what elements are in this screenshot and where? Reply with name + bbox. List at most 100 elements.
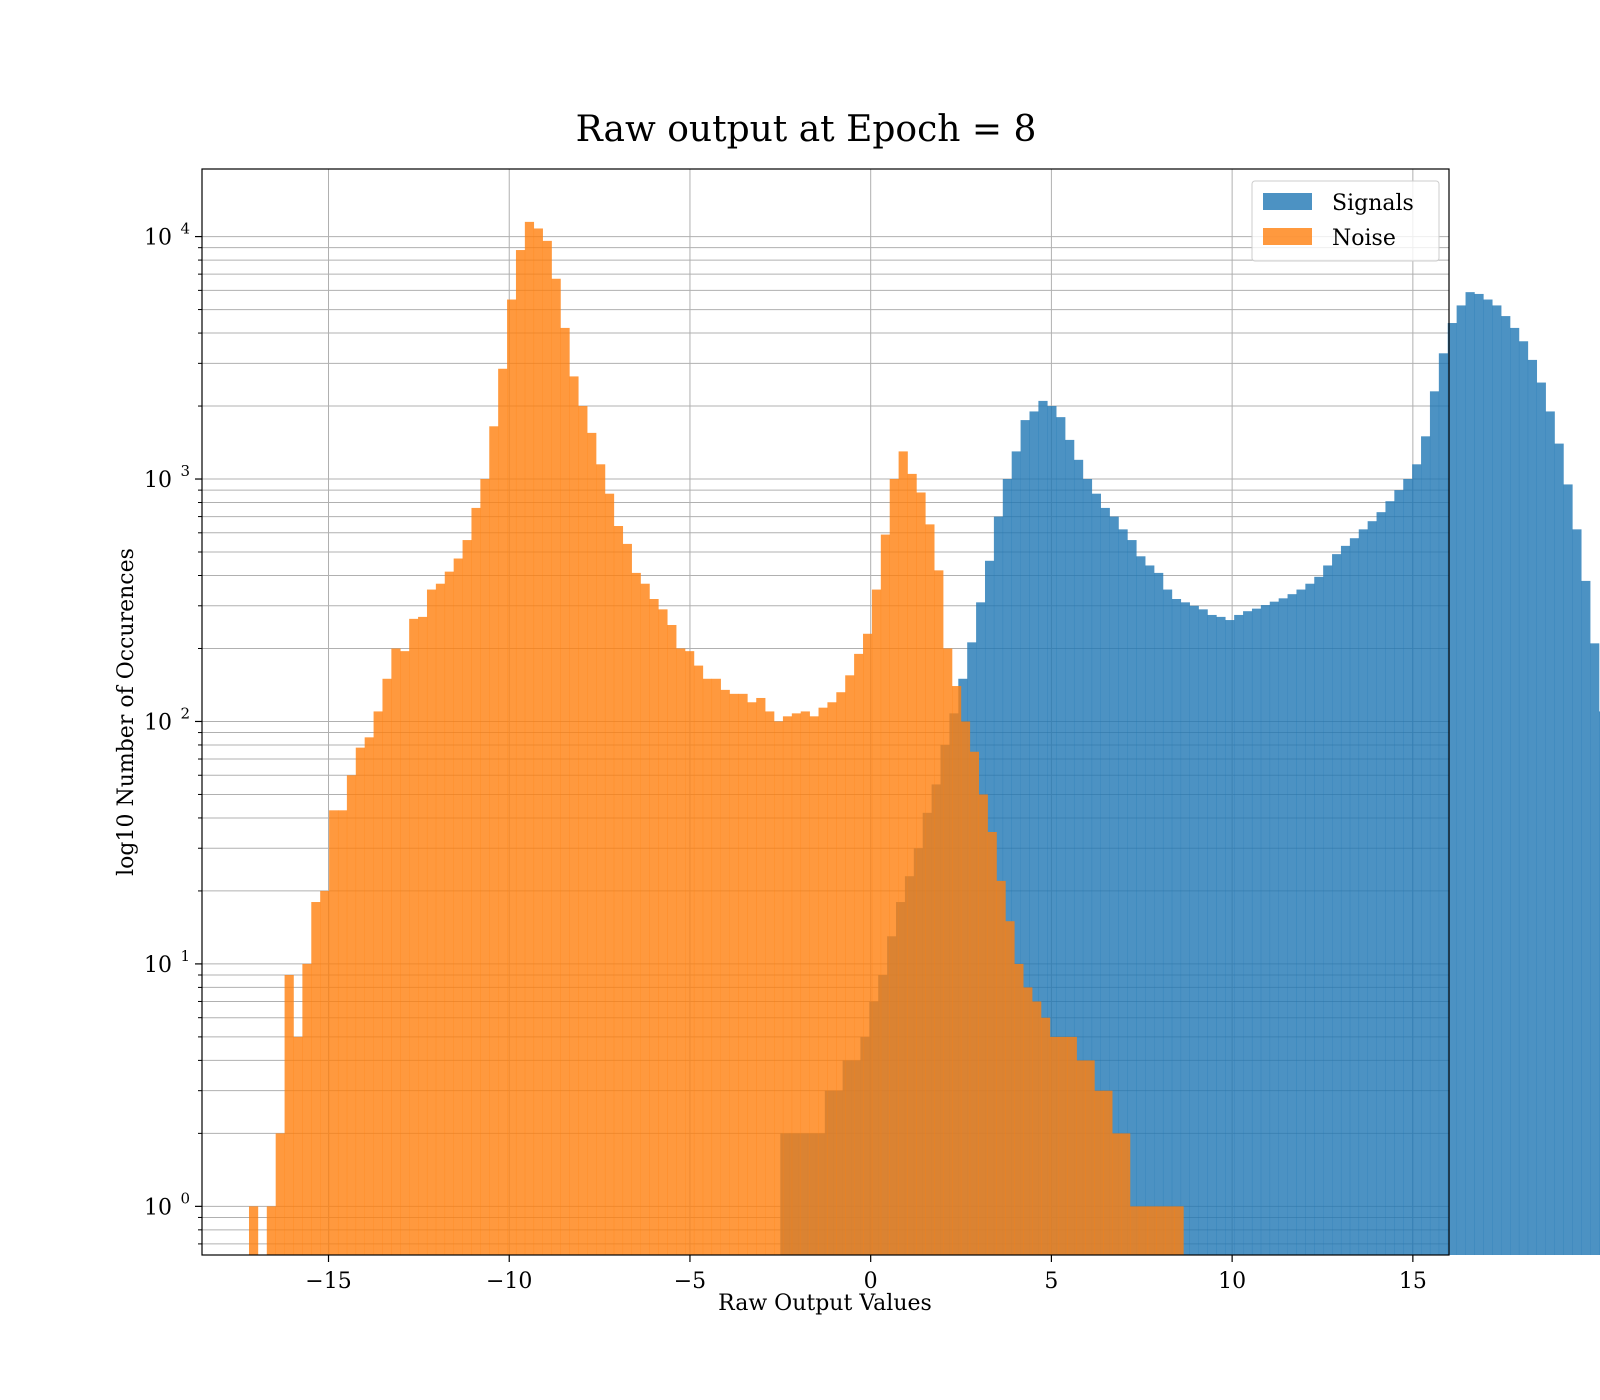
bar-noise — [489, 426, 499, 1255]
bar-signals — [1020, 420, 1030, 1256]
bar-noise — [685, 651, 695, 1255]
bar-signals — [1483, 299, 1493, 1255]
bar-signals — [1323, 565, 1333, 1255]
bar-signals — [1501, 316, 1511, 1256]
bar-noise — [791, 713, 802, 1255]
bar-noise — [1049, 1036, 1060, 1255]
bar-signals — [1002, 479, 1012, 1255]
bar-noise — [818, 707, 828, 1255]
bar-noise — [569, 376, 579, 1255]
bar-noise — [418, 616, 428, 1255]
x-tick-label: 0 — [864, 1269, 878, 1294]
bar-signals — [1456, 305, 1466, 1255]
bar-noise — [337, 810, 348, 1255]
bar-noise — [507, 299, 517, 1255]
bar-noise — [471, 507, 481, 1255]
bar-noise — [622, 543, 632, 1255]
bar-noise — [765, 711, 775, 1255]
bar-signals — [1260, 605, 1271, 1255]
bar-signals — [1305, 583, 1315, 1255]
bar-signals — [1047, 406, 1057, 1255]
bar-noise — [738, 693, 748, 1255]
bar-signals — [1474, 293, 1484, 1255]
bar-noise — [1032, 1001, 1042, 1255]
bar-signals — [1234, 614, 1244, 1255]
bar-signals — [1447, 323, 1457, 1255]
bar-noise — [1067, 1036, 1077, 1255]
bar-signals — [1394, 490, 1404, 1255]
bar-signals — [1171, 599, 1182, 1255]
bar-noise — [996, 880, 1006, 1255]
x-tick-label: −5 — [674, 1269, 706, 1294]
bar-noise — [1112, 1133, 1122, 1255]
bar-signals — [1154, 572, 1164, 1255]
bar-noise — [435, 583, 446, 1255]
bar-noise — [809, 716, 819, 1255]
bar-noise — [382, 678, 392, 1255]
bar-noise — [364, 737, 374, 1255]
bar-signals — [1091, 493, 1101, 1255]
bar-noise — [782, 716, 793, 1255]
bar-noise — [400, 651, 410, 1255]
bar-noise — [1121, 1133, 1131, 1255]
bar-noise — [444, 571, 454, 1255]
bar-signals — [1349, 538, 1360, 1255]
bar-noise — [978, 794, 988, 1255]
x-tick-label: 15 — [1399, 1269, 1427, 1294]
y-tick-label: 10 — [144, 1195, 172, 1220]
bar-signals — [1109, 516, 1119, 1255]
bar-signals — [1198, 609, 1208, 1255]
bar-signals — [1554, 443, 1564, 1256]
bar-noise — [320, 890, 330, 1255]
bar-noise — [827, 702, 837, 1255]
bar-signals — [1403, 479, 1413, 1255]
bar-noise — [960, 721, 971, 1255]
bar-signals — [1465, 292, 1475, 1255]
series-noise-bars — [248, 221, 1184, 1256]
bar-noise — [640, 583, 650, 1255]
bar-signals — [1269, 601, 1279, 1255]
bar-noise — [524, 221, 535, 1255]
bar-noise — [676, 648, 686, 1255]
bar-signals — [1162, 589, 1173, 1255]
bar-noise — [284, 975, 294, 1255]
legend-label-signals: Signals — [1332, 191, 1414, 216]
bar-noise — [747, 702, 757, 1255]
x-axis-label: Raw Output Values — [718, 1291, 932, 1316]
bar-noise — [426, 589, 437, 1255]
bar-signals — [1376, 512, 1386, 1255]
bar-noise — [863, 633, 873, 1255]
bar-noise — [346, 775, 357, 1255]
bar-signals — [1367, 521, 1377, 1255]
bar-noise — [373, 711, 383, 1255]
bar-signals — [1136, 556, 1146, 1255]
bar-signals — [1421, 436, 1431, 1256]
bar-noise — [854, 653, 864, 1255]
bar-signals — [1056, 417, 1066, 1255]
bar-signals — [1082, 479, 1093, 1255]
bar-noise — [578, 406, 588, 1255]
chart-title: Raw output at Epoch = 8 — [576, 109, 1037, 150]
bar-noise — [551, 278, 561, 1255]
bar-noise — [480, 479, 490, 1255]
legend-label-noise: Noise — [1332, 226, 1396, 251]
bar-noise — [925, 524, 935, 1255]
bar-signals — [1590, 643, 1600, 1255]
bar-noise — [613, 526, 624, 1255]
bar-noise — [969, 751, 979, 1255]
bar-signals — [1207, 614, 1217, 1255]
y-tick-exponent: 3 — [180, 462, 190, 480]
bar-signals — [1065, 439, 1075, 1255]
bar-signals — [1038, 400, 1048, 1255]
bar-signals — [1100, 507, 1110, 1255]
y-tick-exponent: 1 — [180, 947, 190, 965]
bar-signals — [1011, 451, 1021, 1255]
bar-noise — [1014, 963, 1024, 1255]
bar-noise — [533, 228, 543, 1256]
y-axis-ticks: 10 0 10 1 10 2 10 3 10 4 — [144, 220, 202, 1245]
bar-noise — [498, 368, 508, 1255]
bar-signals — [1510, 327, 1520, 1255]
legend-swatch-noise — [1263, 228, 1312, 245]
bar-noise — [952, 686, 962, 1255]
bar-signals — [1029, 411, 1039, 1255]
